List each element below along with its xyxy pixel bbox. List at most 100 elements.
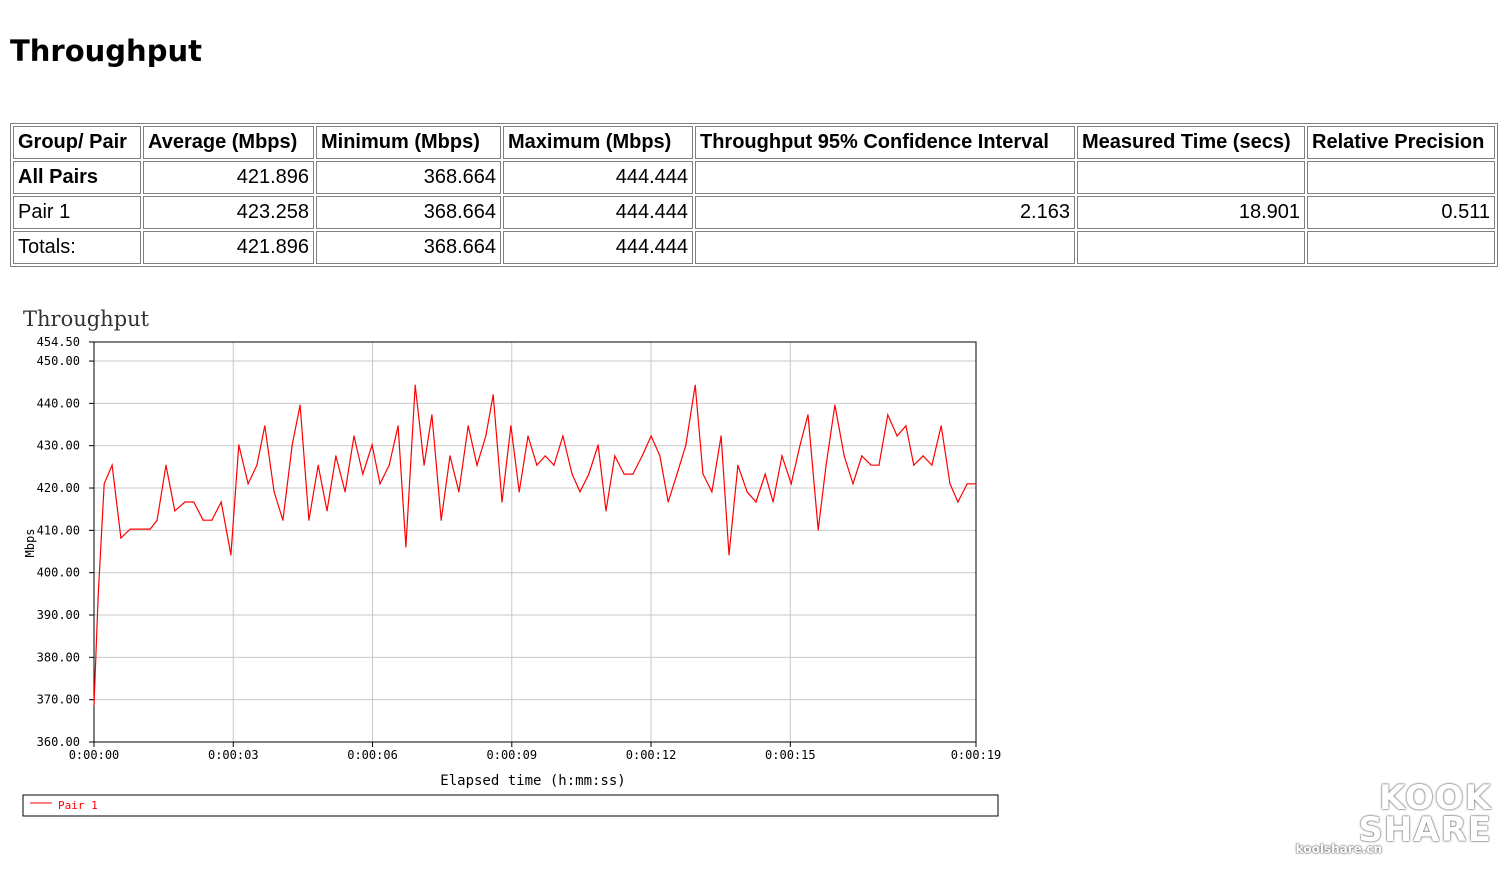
cell xyxy=(1077,161,1305,194)
data-point xyxy=(423,464,425,466)
page-title: Throughput xyxy=(10,34,202,68)
data-point xyxy=(878,464,880,466)
data-point xyxy=(571,473,573,475)
throughput-chart: Throughput 360.00 370.00 380.00 390.00 400.0… xyxy=(22,307,1002,817)
data-point xyxy=(317,464,319,466)
y-axis: 360.00 370.00 380.00 390.00 400.00 410.00 420.… xyxy=(37,335,94,749)
table-row: Totals: 421.896 368.664 444.444 xyxy=(13,231,1495,264)
data-point xyxy=(807,414,809,416)
y-axis-label: Mbps xyxy=(23,529,37,558)
watermark-logo-bottom: SHARE xyxy=(1358,810,1492,850)
data-point xyxy=(825,464,827,466)
x-axis: 0:00:00 0:00:03 0:00:06 0:00:09 0:00:12 0:00:… xyxy=(69,742,1002,762)
legend-label: Pair 1 xyxy=(58,799,98,812)
cell: Pair 1 xyxy=(13,196,141,229)
data-point xyxy=(659,455,661,457)
y-tick-label: 380.00 xyxy=(37,650,80,664)
throughput-table: Group/ Pair Average (Mbps) Minimum (Mbps… xyxy=(10,123,1498,267)
x-axis-label: Elapsed time (h:mm:ss) xyxy=(440,773,625,789)
data-point xyxy=(165,464,167,466)
x-tick-label: 0:00:00 xyxy=(69,748,120,762)
data-point xyxy=(614,455,616,457)
data-point xyxy=(527,435,529,437)
data-point xyxy=(650,435,652,437)
cell xyxy=(1307,231,1495,264)
data-point xyxy=(861,455,863,457)
cell: All Pairs xyxy=(13,161,141,194)
data-point xyxy=(156,519,158,521)
cell: Totals: xyxy=(13,231,141,264)
col-confidence-interval: Throughput 95% Confidence Interval xyxy=(695,126,1075,159)
data-point xyxy=(588,473,590,475)
data-point xyxy=(711,491,713,493)
legend-box xyxy=(22,794,999,817)
data-point xyxy=(817,529,819,531)
cell: 444.444 xyxy=(503,161,693,194)
data-point xyxy=(720,435,722,437)
data-point xyxy=(492,394,494,396)
data-point xyxy=(966,483,968,485)
data-point xyxy=(93,704,95,706)
data-point xyxy=(843,455,845,457)
data-point xyxy=(790,483,792,485)
data-point xyxy=(414,384,416,386)
watermark-logo-top: KOOK xyxy=(1379,778,1492,818)
data-point xyxy=(174,510,176,512)
data-point xyxy=(746,491,748,493)
data-point xyxy=(449,455,451,457)
data-point xyxy=(501,501,503,503)
data-point xyxy=(544,455,546,457)
y-tick-label: 400.00 xyxy=(37,566,80,580)
col-average: Average (Mbps) xyxy=(143,126,314,159)
y-tick-label: 370.00 xyxy=(37,693,80,707)
col-minimum: Minimum (Mbps) xyxy=(316,126,501,159)
data-point xyxy=(344,491,346,493)
y-tick-label: 410.00 xyxy=(37,523,80,537)
data-point xyxy=(120,537,122,539)
x-tick-label: 0:00:19 xyxy=(951,748,1002,762)
y-tick-label: 454.50 xyxy=(37,335,80,349)
data-point xyxy=(202,519,204,521)
data-point xyxy=(193,501,195,503)
data-point xyxy=(264,425,266,427)
data-point xyxy=(291,444,293,446)
data-point xyxy=(353,435,355,437)
data-point xyxy=(641,455,643,457)
data-point xyxy=(957,501,959,503)
data-point xyxy=(335,455,337,457)
data-point xyxy=(905,425,907,427)
data-point xyxy=(737,464,739,466)
x-tick-label: 0:00:15 xyxy=(765,748,816,762)
data-point xyxy=(371,444,373,446)
data-point xyxy=(211,519,213,521)
y-tick-label: 450.00 xyxy=(37,354,80,368)
data-point xyxy=(103,483,105,485)
data-point xyxy=(184,501,186,503)
data-point xyxy=(510,425,512,427)
data-point xyxy=(685,444,687,446)
data-point xyxy=(694,384,696,386)
chart-title: Throughput xyxy=(23,307,150,331)
cell xyxy=(695,231,1075,264)
data-point xyxy=(149,528,151,530)
data-point xyxy=(975,483,977,485)
data-point xyxy=(781,455,783,457)
data-point xyxy=(431,414,433,416)
series-points xyxy=(93,384,977,706)
x-tick-label: 0:00:12 xyxy=(626,748,677,762)
data-point xyxy=(852,483,854,485)
data-point xyxy=(518,491,520,493)
table-row: Pair 1 423.258 368.664 444.444 2.163 18.… xyxy=(13,196,1495,229)
koolshare-watermark: KOOK SHARE koolshare.cn xyxy=(1296,778,1492,856)
data-point xyxy=(913,464,915,466)
cell xyxy=(1307,161,1495,194)
data-point xyxy=(623,473,625,475)
table-row: All Pairs 421.896 368.664 444.444 xyxy=(13,161,1495,194)
data-point xyxy=(834,404,836,406)
cell: 421.896 xyxy=(143,161,314,194)
data-point xyxy=(397,425,399,427)
x-tick-label: 0:00:03 xyxy=(208,748,259,762)
cell xyxy=(1077,231,1305,264)
col-relative-precision: Relative Precision xyxy=(1307,126,1495,159)
col-maximum: Maximum (Mbps) xyxy=(503,126,693,159)
